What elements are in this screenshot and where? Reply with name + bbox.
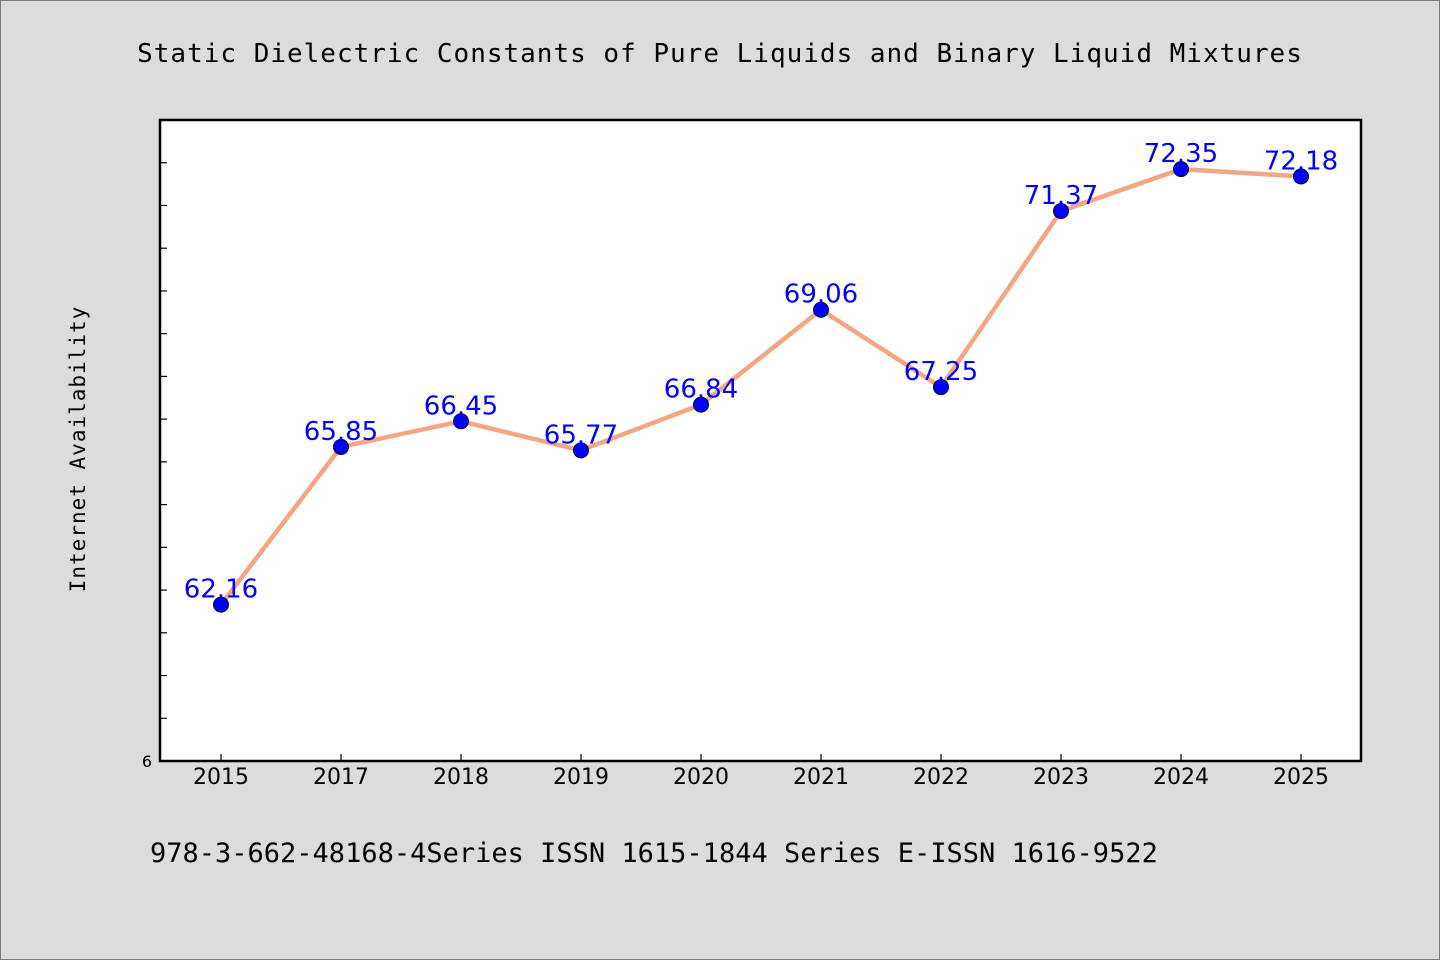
data-label: 65.77 bbox=[544, 420, 618, 450]
x-tick-label: 2018 bbox=[433, 765, 489, 790]
data-label: 71.37 bbox=[1024, 181, 1098, 211]
data-label: 66.45 bbox=[424, 391, 498, 421]
data-marker bbox=[693, 396, 709, 413]
x-tick-label: 2019 bbox=[553, 765, 609, 790]
x-tick-label: 2020 bbox=[673, 765, 729, 790]
x-tick-label: 2024 bbox=[1153, 765, 1209, 790]
data-markers bbox=[213, 161, 1309, 613]
data-label: 67.25 bbox=[904, 357, 978, 387]
y-axis-label: Internet Availability bbox=[66, 306, 90, 593]
y-axis-ticks bbox=[160, 162, 167, 762]
x-tick-label: 2015 bbox=[193, 765, 249, 790]
data-marker bbox=[1293, 168, 1309, 185]
data-marker bbox=[813, 301, 829, 318]
data-marker bbox=[933, 379, 949, 396]
data-marker bbox=[453, 413, 469, 430]
data-label: 72.35 bbox=[1144, 139, 1218, 169]
x-tick-label: 2021 bbox=[793, 765, 849, 790]
data-label: 69.06 bbox=[784, 280, 858, 310]
x-tick-label: 2025 bbox=[1273, 765, 1329, 790]
data-marker bbox=[1173, 161, 1189, 178]
data-marker bbox=[333, 438, 349, 455]
data-label: 66.84 bbox=[664, 375, 738, 405]
x-tick-label: 2023 bbox=[1033, 765, 1089, 790]
y-tick-label: 6 bbox=[142, 752, 152, 771]
chart-title: Static Dielectric Constants of Pure Liqu… bbox=[137, 39, 1303, 69]
data-label: 72.18 bbox=[1264, 146, 1338, 176]
data-label: 62.16 bbox=[184, 575, 258, 605]
x-tick-label: 2017 bbox=[313, 765, 369, 790]
data-label: 65.85 bbox=[304, 417, 378, 447]
data-labels: 62.16 65.85 66.45 65.77 66.84 69.06 67.25 71.37… bbox=[184, 139, 1338, 604]
footer-text: 978-3-662-48168-4Series ISSN 1615-1844 S… bbox=[150, 838, 1158, 869]
data-marker bbox=[1053, 203, 1069, 220]
series-line bbox=[218, 166, 1304, 607]
plot-area bbox=[158, 118, 1363, 763]
x-tick-label: 2022 bbox=[913, 765, 969, 790]
data-marker bbox=[573, 442, 589, 459]
x-axis-ticks: 2015 2017 2018 2019 2020 2021 2022 2023 2024 2025 bbox=[193, 754, 1329, 790]
data-marker bbox=[213, 596, 229, 613]
